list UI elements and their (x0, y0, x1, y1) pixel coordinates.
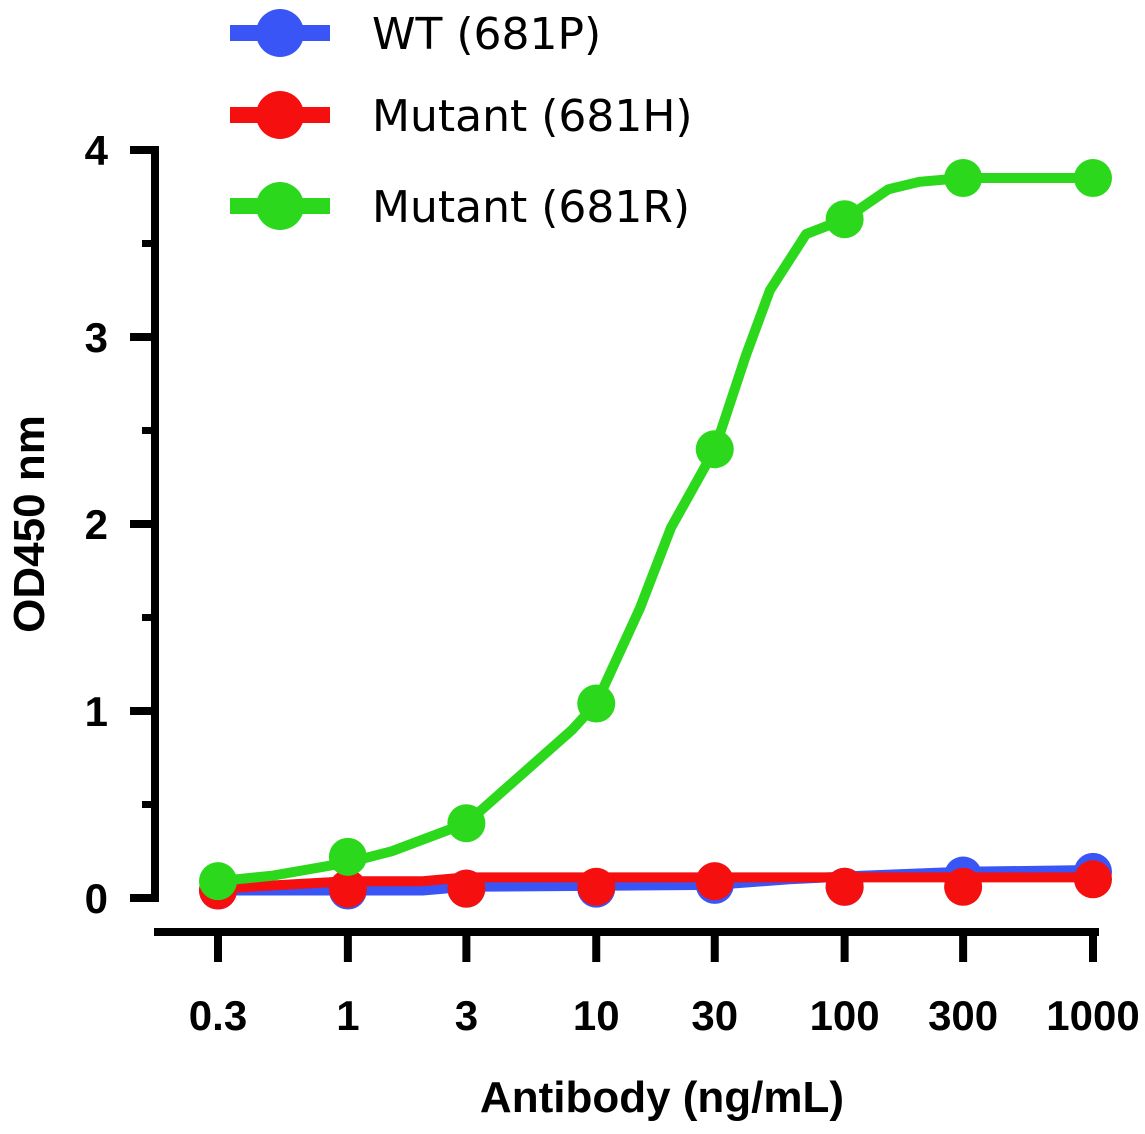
x-tick-label: 10 (573, 992, 620, 1039)
series-layer (199, 159, 1112, 910)
legend-label: Mutant (681R) (372, 182, 690, 233)
data-point (944, 159, 983, 198)
x-tick-label: 3 (455, 992, 478, 1039)
data-point (577, 867, 616, 906)
y-tick-label: 3 (85, 314, 108, 361)
series-2 (199, 159, 1112, 901)
legend-entry: Mutant (681R) (230, 182, 690, 233)
x-tick-label: 0.3 (189, 992, 247, 1039)
legend-entry: WT (681P) (230, 9, 601, 60)
y-tick-label: 2 (85, 501, 108, 548)
y-axis-title: OD450 nm (5, 415, 54, 633)
data-point (695, 862, 734, 901)
legend: WT (681P) Mutant (681H) Mutant (681R) (230, 9, 693, 233)
data-point (577, 684, 616, 723)
x-tick-label: 300 (928, 992, 998, 1039)
y-axis: 0 1 2 3 4 (85, 127, 159, 922)
data-point (695, 430, 734, 469)
x-tick-label: 1 (336, 992, 359, 1039)
data-point (328, 869, 367, 908)
legend-label: WT (681P) (372, 9, 601, 60)
legend-marker (256, 91, 304, 139)
legend-marker (256, 182, 304, 230)
legend-label: Mutant (681H) (372, 91, 693, 142)
y-tick-label: 1 (85, 688, 108, 735)
data-point (199, 862, 237, 901)
y-tick-label: 0 (85, 875, 108, 922)
x-tick-label: 30 (691, 992, 738, 1039)
data-point (447, 804, 486, 843)
x-tick-label: 100 (810, 992, 880, 1039)
data-point (447, 869, 486, 908)
data-point (825, 200, 864, 239)
data-point (1074, 860, 1112, 899)
data-point (328, 837, 367, 876)
x-tick-label: 1000 (1046, 992, 1139, 1039)
series-line (213, 173, 1098, 887)
x-axis-title: Antibody (ng/mL) (480, 1073, 844, 1122)
x-axis: 0.3 1 3 10 30 100 300 1000 (154, 928, 1140, 1039)
data-point (1074, 159, 1112, 198)
data-point (825, 867, 864, 906)
legend-entry: Mutant (681H) (230, 91, 693, 142)
y-tick-label: 4 (85, 127, 109, 174)
legend-marker (256, 9, 304, 57)
data-point (944, 867, 983, 906)
